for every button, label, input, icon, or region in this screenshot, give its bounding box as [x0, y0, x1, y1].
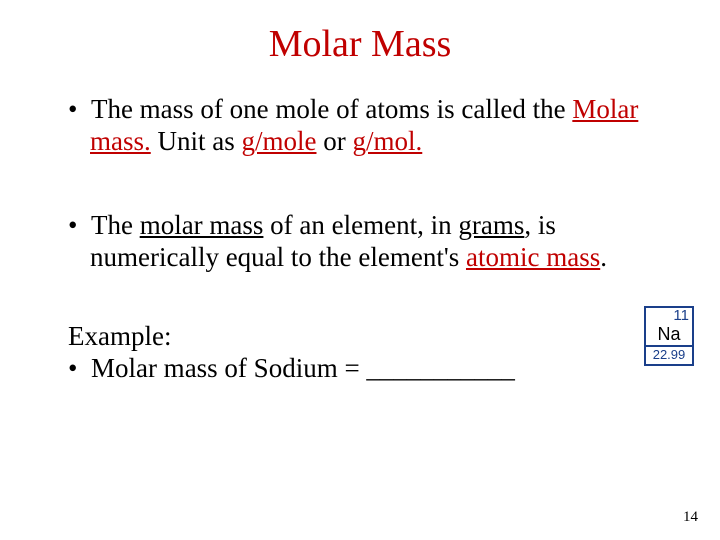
example-label: Example:	[68, 321, 664, 353]
element-symbol: Na	[646, 325, 692, 348]
slide-title: Molar Mass	[56, 22, 664, 66]
bullet2-text1: The	[91, 210, 140, 240]
periodic-element-tile: 11 Na 22.99	[644, 306, 694, 366]
atomic-number: 11	[646, 308, 692, 325]
bullet1-text2: Unit as	[151, 126, 242, 156]
bullet1-text1: The mass of one mole of atoms is called …	[91, 94, 572, 124]
atomic-mass: 22.99	[646, 347, 692, 363]
bullet2-u2: grams	[458, 210, 524, 240]
example-bullet: • Molar mass of Sodium = ___________	[90, 353, 664, 385]
bullet1-emph2: g/mole	[242, 126, 317, 156]
bullet2-u1: molar mass	[140, 210, 264, 240]
bullet2-text4: .	[600, 242, 607, 272]
slide: Molar Mass • The mass of one mole of ato…	[0, 0, 720, 540]
bullet-1: • The mass of one mole of atoms is calle…	[90, 94, 664, 158]
example-text: Molar mass of Sodium = ___________	[91, 353, 515, 383]
bullet1-emph3: g/mol.	[353, 126, 423, 156]
bullet2-text2: of an element, in	[263, 210, 458, 240]
bullet-2: • The molar mass of an element, in grams…	[90, 210, 664, 274]
bullet2-emph1: atomic mass	[466, 242, 600, 272]
bullet1-text3: or	[317, 126, 353, 156]
page-number: 14	[683, 509, 698, 526]
